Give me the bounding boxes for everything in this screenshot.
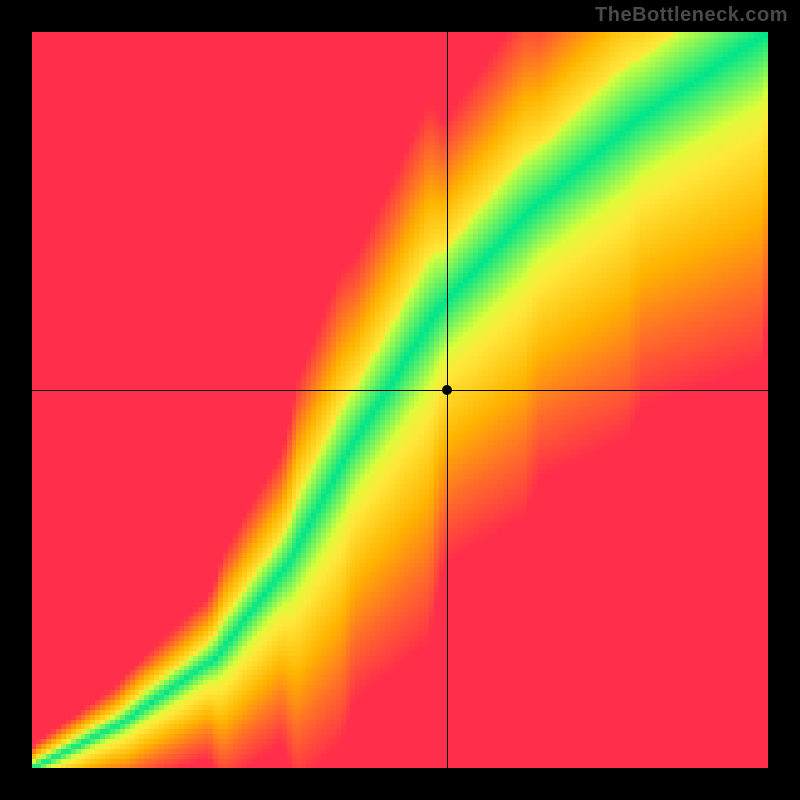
crosshair-vertical: [447, 32, 448, 768]
bottleneck-heatmap: [32, 32, 768, 768]
outer-frame: TheBottleneck.com: [0, 0, 800, 800]
watermark-text: TheBottleneck.com: [595, 4, 788, 27]
crosshair-horizontal: [32, 390, 768, 391]
operating-point-marker: [442, 385, 452, 395]
